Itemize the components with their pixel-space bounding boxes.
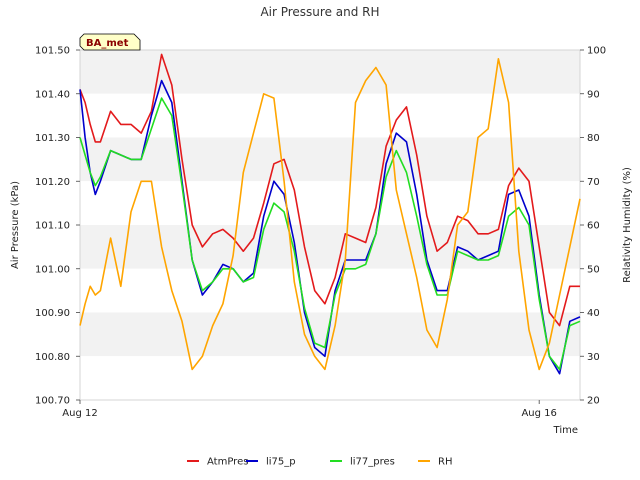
series-line-li75-p bbox=[79, 79, 581, 375]
y-axis-label: Air Pressure (kPa) bbox=[10, 181, 21, 269]
right-tick-label: 80 bbox=[587, 133, 600, 144]
chart-title: Air Pressure and RH bbox=[260, 5, 379, 19]
plot-band bbox=[80, 356, 580, 400]
right-tick-label: 40 bbox=[587, 308, 600, 319]
x-axis-label: Time bbox=[553, 425, 578, 436]
left-tick-label: 101.30 bbox=[35, 133, 70, 144]
legend-label: li75_p bbox=[266, 457, 296, 468]
plot-band bbox=[80, 225, 580, 269]
right-tick-label: 70 bbox=[587, 177, 600, 188]
x-axis-ticks: Aug 12 Aug 16 bbox=[62, 400, 557, 419]
left-tick-label: 100.80 bbox=[35, 352, 70, 363]
x-tick-label: Aug 12 bbox=[62, 408, 97, 419]
plot-band bbox=[80, 137, 580, 182]
legend: AtmPres li75_p li77_pres RH bbox=[187, 457, 452, 468]
series-line-atmpres bbox=[79, 53, 580, 327]
right-tick-label: 90 bbox=[587, 89, 600, 100]
series-lines bbox=[79, 53, 581, 375]
left-axis-ticks: 100.70 100.80 100.90 101.00 101.10 101.20 101.… bbox=[35, 46, 80, 407]
legend-label: AtmPres bbox=[207, 457, 248, 468]
plot-band bbox=[80, 181, 580, 225]
site-badge-box bbox=[79, 33, 141, 51]
right-tick-label: 50 bbox=[587, 264, 600, 275]
legend-label: RH bbox=[438, 457, 452, 468]
site-badge-label: BA_met bbox=[86, 38, 129, 49]
left-tick-label: 100.90 bbox=[35, 308, 70, 319]
left-tick-label: 101.40 bbox=[35, 89, 70, 100]
right-tick-label: 60 bbox=[587, 221, 600, 232]
legend-label: li77_pres bbox=[350, 457, 395, 468]
series-line-rh bbox=[79, 57, 581, 371]
y2-axis-label: Relativity Humidity (%) bbox=[622, 167, 633, 283]
right-tick-label: 20 bbox=[587, 396, 600, 407]
left-tick-label: 101.00 bbox=[35, 264, 70, 275]
left-tick-label: 101.20 bbox=[35, 177, 70, 188]
right-tick-label: 100 bbox=[587, 46, 606, 57]
left-tick-label: 101.10 bbox=[35, 221, 70, 232]
series-line-li77-pres bbox=[79, 97, 581, 371]
plot-background-bands bbox=[80, 50, 580, 400]
site-badge: BA_met bbox=[79, 33, 141, 51]
right-tick-label: 30 bbox=[587, 352, 600, 363]
x-tick-label: Aug 16 bbox=[521, 408, 556, 419]
left-tick-label: 100.70 bbox=[35, 396, 70, 407]
left-tick-label: 101.50 bbox=[35, 46, 70, 57]
right-axis-ticks: 20 30 40 50 60 70 80 90 100 bbox=[580, 46, 606, 407]
